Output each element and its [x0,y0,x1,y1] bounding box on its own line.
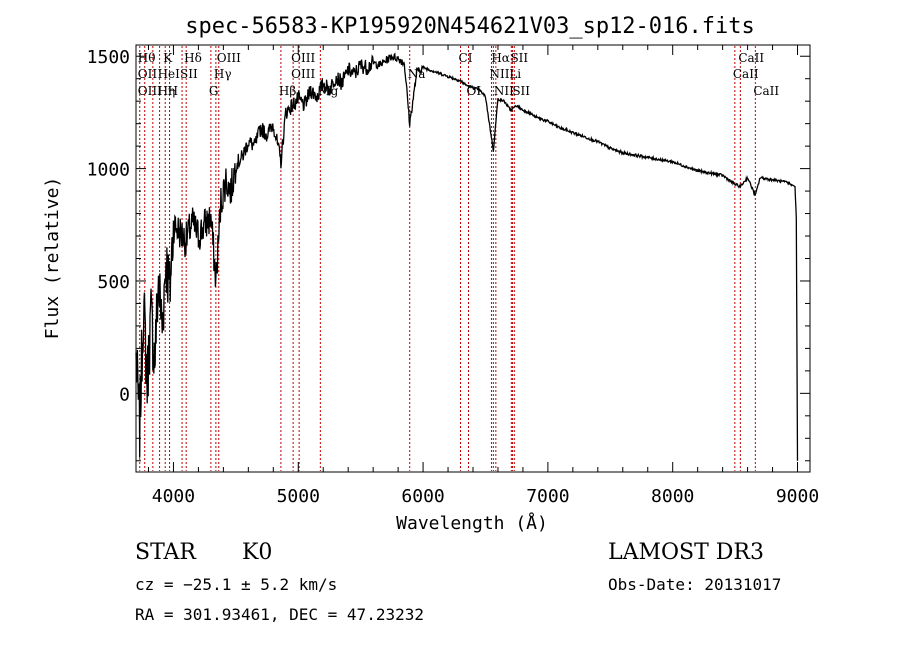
line-label-20-0: NII [494,84,514,98]
y-axis-label: Flux (relative) [42,177,63,340]
x-tick-label: 4000 [152,486,195,507]
line-label-6-0: SII [180,67,198,81]
line-label-0-2: OIII [138,84,162,98]
line-label-12-0: OIII [291,51,315,65]
observation-date: Obs-Date: 20131017 [608,575,782,594]
line-label-10-0: OIII [217,51,241,65]
y-tick-label: 500 [97,272,130,293]
y-tick-label: 0 [119,384,130,405]
spectral-line-labels: HθOIIOIIIHeIHηKHSIIHδGHγOIIIHβOIIIOIIIMg… [138,51,780,98]
line-label-18-0: NII [489,67,509,81]
plot-frame [135,44,811,473]
axis-ticks: 4000 5000 6000 7000 8000 9000 0 500 1000 1500 [87,45,819,507]
x-axis-label: Wavelength (Å) [396,512,548,534]
redshift-cz: cz = −25.1 ± 5.2 km/s [135,575,338,594]
line-label-9-0: Hγ [214,67,232,81]
line-label-4-0: K [163,51,173,65]
line-label-24-0: CaII [733,67,759,81]
line-label-23-0: SII [512,84,530,98]
y-tick-label: 1000 [87,160,130,181]
line-label-16-0: CI [459,51,473,65]
line-label-11-0: Hβ [279,84,296,98]
line-label-21-0: Li [509,67,521,81]
object-class: STAR [135,540,196,565]
line-label-0-1: OII [138,67,158,81]
line-label-8-0: G [209,84,219,98]
line-label-7-0: Hδ [184,51,202,65]
line-label-3-1: Hη [158,84,176,98]
line-label-19-0: Hα [491,51,510,65]
line-label-3-0: HeI [158,67,181,81]
line-label-26-0: CaII [753,84,779,98]
line-label-12-1: OIII [291,67,315,81]
line-label-5-0: H [168,84,178,98]
line-label-22-0: SII [510,51,528,65]
line-label-25-0: CaII [738,51,764,65]
x-tick-label: 7000 [526,486,569,507]
chart-title: spec-56583-KP195920N454621V03_sp12-016.f… [185,14,755,39]
x-tick-label: 6000 [401,486,444,507]
survey-name: LAMOST DR3 [608,540,764,565]
spectral-line-markers [139,46,756,471]
ra-dec-coordinates: RA = 301.93461, DEC = 47.23232 [135,605,424,624]
y-tick-label: 1500 [87,47,130,68]
object-subclass: K0 [242,540,273,565]
x-tick-label: 5000 [277,486,320,507]
x-tick-label: 8000 [651,486,694,507]
flux-series-line [135,52,799,461]
x-tick-label: 9000 [776,486,819,507]
line-label-0-0: Hθ [138,51,156,65]
